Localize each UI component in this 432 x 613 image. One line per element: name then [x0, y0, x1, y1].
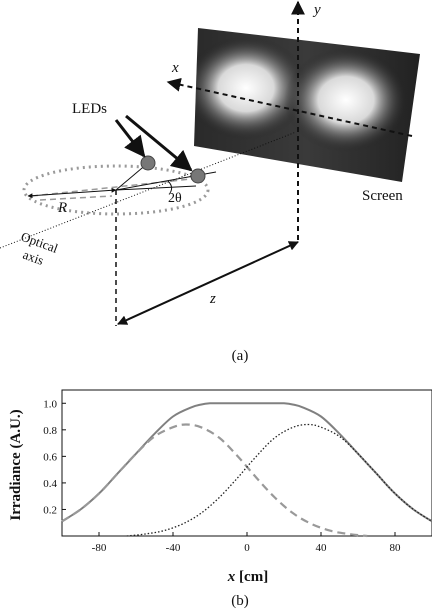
screen	[194, 28, 420, 182]
x-ticks: -80 -40 0 40 80	[92, 532, 401, 554]
series-line-dashed	[61, 423, 368, 538]
series-line-dotted	[126, 423, 432, 537]
plot-frame	[61, 389, 432, 537]
x-tick-label: -80	[92, 542, 107, 554]
x-axis-title: x [cm]	[227, 569, 268, 585]
optical-axis-label-2: axis	[21, 247, 46, 268]
led-1	[140, 155, 156, 171]
led-ring	[22, 164, 210, 216]
y-ticks: 0.2 0.4 0.6 0.8 1.0	[43, 398, 66, 516]
angle-arc	[167, 180, 173, 194]
y-tick-label: 0.8	[43, 425, 57, 437]
x-tick-label: 80	[390, 542, 402, 554]
ring-diameter	[31, 177, 201, 197]
series-line-solid	[61, 402, 432, 523]
optical-axis-line	[0, 131, 297, 249]
z-arrow	[117, 241, 299, 325]
y-tick-label: 0.4	[43, 478, 57, 490]
x-tick-label: 0	[244, 542, 250, 554]
diagram-a: y x Screen R 2θ LEDs Optical axis	[0, 0, 420, 364]
chart-b: 0.2 0.4 0.6 0.8 1.0 -80 -40 0 40 80 Irradiance (…	[8, 389, 432, 609]
x-axis-title-unit: [cm]	[235, 569, 268, 585]
x-tick-label: 40	[316, 542, 328, 554]
caption-a: (a)	[232, 348, 249, 364]
x-axis	[166, 77, 413, 137]
leds-arrow-2	[125, 114, 193, 172]
z-label: z	[209, 291, 216, 307]
y-axis-label: y	[312, 2, 321, 18]
radius-arrow	[27, 187, 117, 199]
screen-label: Screen	[362, 188, 403, 204]
ring-diameter-2	[39, 195, 113, 201]
leds-label: LEDs	[72, 101, 107, 117]
y-axis-title: Irradiance (A.U.)	[8, 409, 24, 520]
x-tick-label: -40	[166, 542, 181, 554]
led-2	[190, 168, 206, 184]
angle-label: 2θ	[168, 191, 182, 206]
y-tick-label: 0.2	[43, 504, 57, 516]
x-axis-title-var: x	[227, 569, 236, 585]
x-axis-label: x	[171, 60, 179, 76]
led-line-3	[115, 185, 197, 191]
caption-b: (b)	[231, 593, 249, 609]
series-group	[61, 402, 432, 538]
y-tick-label: 1.0	[43, 398, 57, 410]
y-tick-label: 0.6	[43, 451, 57, 463]
radius-label: R	[57, 200, 67, 216]
leds-arrow-1	[114, 119, 146, 158]
